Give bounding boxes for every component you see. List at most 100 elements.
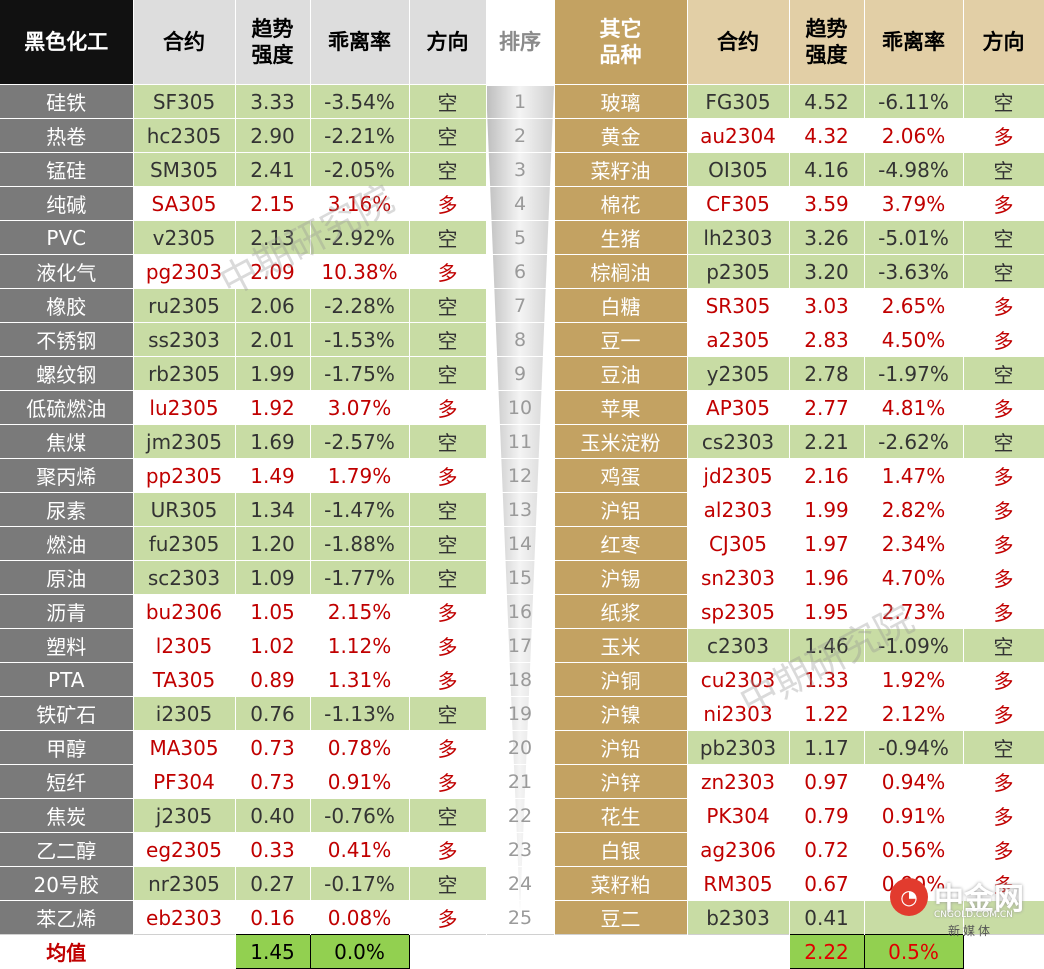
table-row: PVC v2305 2.13 -2.92% 空 5 生猪 lh2303 3.26 -5.01% 空: [0, 220, 1044, 255]
rank-number: 20: [486, 730, 555, 765]
right-trend: 0.79: [789, 798, 865, 833]
left-commodity-name: 焦煤: [0, 424, 134, 459]
right-direction: 空: [963, 220, 1044, 255]
left-deviation: 0.41%: [310, 832, 410, 867]
right-contract: cs2303: [687, 424, 790, 459]
right-contract: CF305: [687, 186, 790, 221]
table-row: 液化气 pg2303 2.09 10.38% 多 6 棕榈油 p2305 3.20 -3.63% 空: [0, 254, 1044, 289]
right-direction: 空: [963, 356, 1044, 391]
table-row: 不锈钢 ss2303 2.01 -1.53% 空 8 豆一 a2305 2.83 4.50% 多: [0, 322, 1044, 357]
left-direction: 多: [409, 458, 487, 493]
right-direction: 空: [963, 628, 1044, 663]
right-trend: 0.97: [789, 764, 865, 799]
left-commodity-name: PVC: [0, 220, 134, 255]
left-trend: 0.16: [235, 900, 311, 935]
right-trend: 4.52: [789, 84, 865, 119]
rank-number: 9: [486, 356, 555, 391]
left-deviation: 3.16%: [310, 186, 410, 221]
table-row: 橡胶 ru2305 2.06 -2.28% 空 7 白糖 SR305 3.03 2.65% 多: [0, 288, 1044, 323]
right-trend: 2.77: [789, 390, 865, 425]
table-row: PTA TA305 0.89 1.31% 多 18 沪铜 cu2303 1.33 1.92% 多: [0, 662, 1044, 697]
right-trend: 1.95: [789, 594, 865, 629]
right-contract: sp2305: [687, 594, 790, 629]
left-contract: SF305: [133, 84, 236, 119]
right-contract: sn2303: [687, 560, 790, 595]
left-deviation: 3.07%: [310, 390, 410, 425]
right-contract: RM305: [687, 866, 790, 901]
left-commodity-name: 乙二醇: [0, 832, 134, 867]
left-trend: 0.73: [235, 764, 311, 799]
left-commodity-name: 沥青: [0, 594, 134, 629]
right-deviation: 0.91%: [864, 798, 964, 833]
left-trend: 1.99: [235, 356, 311, 391]
right-direction: 多: [963, 764, 1044, 799]
right-contract: p2305: [687, 254, 790, 289]
left-trend: 0.27: [235, 866, 311, 901]
right-trend: 3.03: [789, 288, 865, 323]
rank-number: 14: [486, 526, 555, 561]
rank-number: 5: [486, 220, 555, 255]
left-deviation: -1.88%: [310, 526, 410, 561]
left-trend: 2.01: [235, 322, 311, 357]
rank-number: 7: [486, 288, 555, 323]
direction-header: 方向: [409, 0, 487, 85]
right-trend: 0.72: [789, 832, 865, 867]
left-commodity-name: 原油: [0, 560, 134, 595]
right-deviation: -3.63%: [864, 254, 964, 289]
left-contract: v2305: [133, 220, 236, 255]
right-trend: 2.78: [789, 356, 865, 391]
left-commodity-name: 短纤: [0, 764, 134, 799]
left-direction: 多: [409, 628, 487, 663]
right-deviation: 2.34%: [864, 526, 964, 561]
left-contract: lu2305: [133, 390, 236, 425]
left-trend: 1.34: [235, 492, 311, 527]
left-contract: TA305: [133, 662, 236, 697]
right-commodity-name: 白银: [554, 832, 688, 867]
right-direction: 多: [963, 594, 1044, 629]
right-trend: 3.20: [789, 254, 865, 289]
average-right-deviation: 0.5%: [863, 934, 964, 969]
left-trend: 1.02: [235, 628, 311, 663]
left-trend: 1.69: [235, 424, 311, 459]
left-direction: 空: [409, 696, 487, 731]
left-commodity-name: 甲醇: [0, 730, 134, 765]
left-contract: SM305: [133, 152, 236, 187]
right-direction: 空: [963, 84, 1044, 119]
left-contract: ss2303: [133, 322, 236, 357]
right-contract: PK304: [687, 798, 790, 833]
right-deviation: -6.11%: [864, 84, 964, 119]
left-trend: 0.76: [235, 696, 311, 731]
left-deviation: 1.31%: [310, 662, 410, 697]
right-deviation: 0.90%: [864, 866, 964, 901]
left-commodity-name: 锰硅: [0, 152, 134, 187]
right-trend: 1.33: [789, 662, 865, 697]
right-direction: 多: [963, 560, 1044, 595]
right-trend: 3.26: [789, 220, 865, 255]
left-trend: 1.05: [235, 594, 311, 629]
left-direction: 空: [409, 322, 487, 357]
left-direction: 空: [409, 424, 487, 459]
right-direction: 多: [963, 186, 1044, 221]
left-direction: 空: [409, 356, 487, 391]
left-direction: 空: [409, 492, 487, 527]
header-row: 黑色化工 合约 趋势强度 乖离率 方向 排序 其它品种 合约 趋势强度 乖离率 …: [0, 0, 1044, 85]
deviation-header: 乖离率: [310, 0, 410, 85]
right-commodity-name: 玻璃: [554, 84, 688, 119]
right-commodity-name: 黄金: [554, 118, 688, 153]
left-contract: l2305: [133, 628, 236, 663]
left-deviation: -2.92%: [310, 220, 410, 255]
right-direction: 空: [963, 424, 1044, 459]
right-commodity-name: 玉米: [554, 628, 688, 663]
right-direction: 空: [963, 730, 1044, 765]
left-contract: nr2305: [133, 866, 236, 901]
right-deviation: -0.94%: [864, 730, 964, 765]
right-trend: 1.46: [789, 628, 865, 663]
left-contract: fu2305: [133, 526, 236, 561]
right-deviation: 1.47%: [864, 458, 964, 493]
left-commodity-name: 热卷: [0, 118, 134, 153]
left-direction: 多: [409, 900, 487, 935]
right-direction: 多: [963, 390, 1044, 425]
left-direction: 多: [409, 254, 487, 289]
average-blank: [554, 934, 688, 969]
